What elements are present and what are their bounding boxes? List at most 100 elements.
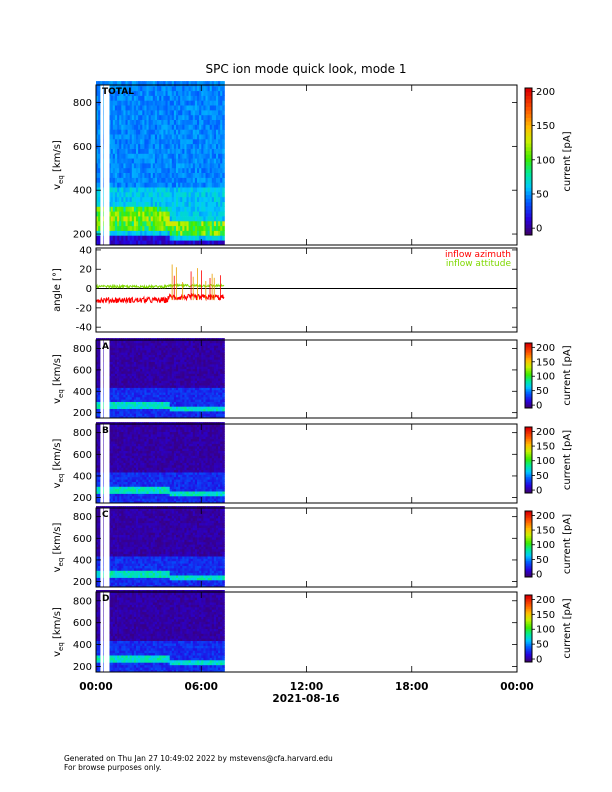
heatmap-cell xyxy=(110,240,114,246)
heatmap-cell xyxy=(146,105,149,111)
heatmap-cell xyxy=(165,225,168,231)
heatmap-cell xyxy=(182,119,185,125)
heatmap-cell xyxy=(112,396,116,400)
heatmap-cell xyxy=(146,352,149,355)
heatmap-cell xyxy=(98,119,101,125)
heatmap-cell xyxy=(110,363,114,367)
heatmap-cell xyxy=(108,445,112,449)
heatmap-cell xyxy=(161,371,164,374)
heatmap-cell xyxy=(192,345,196,348)
heatmap-cell xyxy=(133,382,137,386)
heatmap-cell xyxy=(119,380,122,384)
heatmap-cell xyxy=(167,359,171,362)
heatmap-cell xyxy=(184,401,187,405)
heatmap-cell xyxy=(171,368,175,372)
heatmap-cell xyxy=(180,363,183,367)
heatmap-cell xyxy=(209,389,213,393)
heatmap-cell xyxy=(178,230,181,236)
heatmap-cell xyxy=(165,192,168,198)
heatmap-cell xyxy=(161,138,164,145)
heatmap-cell xyxy=(138,389,141,393)
colorbar-segment xyxy=(525,91,532,96)
heatmap-cell xyxy=(222,138,225,145)
y-tick-label: 200 xyxy=(73,230,92,241)
heatmap-cell xyxy=(108,488,112,492)
y-label-subscript: eq xyxy=(57,389,65,398)
heatmap-cell xyxy=(108,230,112,236)
heatmap-cell xyxy=(140,177,143,183)
heatmap-cell xyxy=(119,498,122,501)
heatmap-cell xyxy=(108,371,112,374)
heatmap-cell xyxy=(146,373,149,377)
heatmap-cell xyxy=(125,500,128,504)
heatmap-cell xyxy=(142,138,145,145)
heatmap-cell xyxy=(117,467,120,471)
heatmap-cell xyxy=(142,167,145,173)
heatmap-cell xyxy=(171,413,175,417)
heatmap-cell xyxy=(220,368,223,372)
heatmap-cell xyxy=(213,148,217,154)
heatmap-cell xyxy=(142,371,145,374)
heatmap-cell xyxy=(169,413,173,417)
heatmap-cell xyxy=(110,206,114,212)
heatmap-cell xyxy=(203,342,206,346)
heatmap-cell xyxy=(161,225,164,231)
heatmap-cell xyxy=(176,172,179,178)
heatmap-cell xyxy=(220,114,223,120)
heatmap-cell xyxy=(112,81,116,87)
heatmap-cell xyxy=(161,366,164,370)
heatmap-cell xyxy=(180,240,183,246)
heatmap-cell xyxy=(220,138,223,145)
heatmap-cell xyxy=(190,392,194,395)
heatmap-cell xyxy=(167,172,171,178)
heatmap-cell xyxy=(152,389,156,393)
heatmap-cell xyxy=(190,345,194,348)
heatmap-cell xyxy=(136,385,139,388)
colorbar-segment xyxy=(525,198,532,203)
heatmap-cell xyxy=(150,363,154,367)
heatmap-cell xyxy=(102,413,105,417)
heatmap-cell xyxy=(213,177,217,183)
heatmap-cell xyxy=(197,345,200,348)
heatmap-cell xyxy=(171,361,175,365)
heatmap-cell xyxy=(131,153,135,159)
heatmap-cell xyxy=(203,382,206,386)
heatmap-cell xyxy=(180,148,183,154)
heatmap-cell xyxy=(159,373,162,377)
heatmap-cell xyxy=(163,172,166,178)
heatmap-cell xyxy=(178,345,181,348)
heatmap-cell xyxy=(119,474,122,478)
heatmap-cell xyxy=(201,211,204,217)
heatmap-cell xyxy=(203,413,206,417)
heatmap-cell xyxy=(216,158,219,164)
heatmap-cell xyxy=(173,375,177,379)
heatmap-cell xyxy=(167,105,171,111)
heatmap-cell xyxy=(127,392,131,395)
heatmap-cell xyxy=(180,373,183,377)
heatmap-cell xyxy=(110,235,114,241)
heatmap-cell xyxy=(180,187,183,193)
heatmap-cell xyxy=(186,114,189,120)
heatmap-cell xyxy=(133,403,137,407)
heatmap-cell xyxy=(114,373,118,377)
heatmap-cell xyxy=(201,158,204,164)
heatmap-cell xyxy=(211,182,215,188)
heatmap-cell xyxy=(188,415,192,419)
heatmap-cell xyxy=(108,378,112,381)
heatmap-cell xyxy=(165,182,168,188)
heatmap-cell xyxy=(127,230,131,236)
heatmap-cell xyxy=(201,389,204,393)
heatmap-cell xyxy=(186,401,189,405)
heatmap-cell xyxy=(129,81,133,87)
heatmap-cell xyxy=(133,177,137,183)
heatmap-cell xyxy=(218,85,221,92)
heatmap-cell xyxy=(121,396,124,400)
heatmap-cell xyxy=(146,347,149,351)
heatmap-cell xyxy=(144,134,147,140)
heatmap-cell xyxy=(201,347,204,351)
heatmap-cell xyxy=(148,345,152,348)
heatmap-cell xyxy=(188,380,192,384)
heatmap-cell xyxy=(188,403,192,407)
heatmap-cell xyxy=(117,177,120,183)
